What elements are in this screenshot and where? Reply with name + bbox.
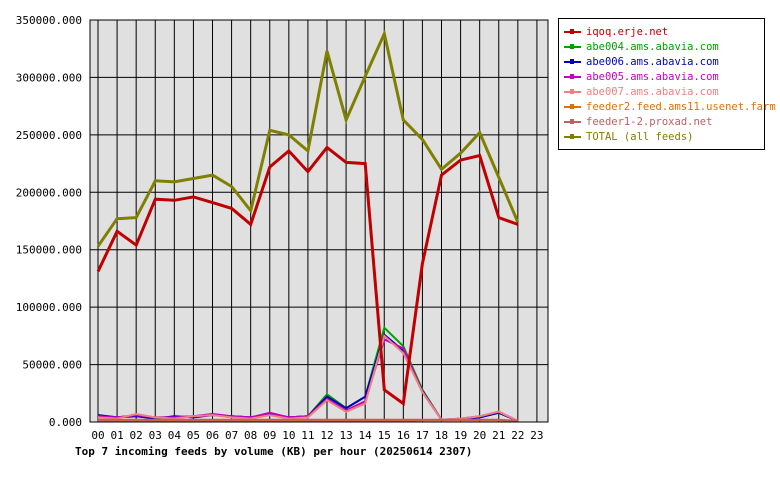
- y-tick-label: 200000.000: [16, 186, 82, 199]
- y-tick-label: 100000.000: [16, 301, 82, 314]
- series-line-feeder1-2-proxad-net: [98, 418, 518, 422]
- legend-label: abe005.ams.abavia.com: [586, 71, 719, 83]
- x-tick-label: 14: [359, 429, 373, 442]
- x-axis-tick-labels: 00 01 02 03 04 05 06 07 08 09 10 11 12 13 14 15 16 17 18 19…: [91, 429, 543, 442]
- y-tick-label: 250000.000: [16, 129, 82, 142]
- y-axis-tick-labels: 0.000 50000.000 100000.000 150000.000 200000…: [16, 14, 82, 429]
- x-tick-label: 08: [244, 429, 257, 442]
- x-tick-label: 07: [225, 429, 238, 442]
- legend-item: TOTAL (all feeds): [559, 130, 764, 145]
- plot-frame: [89, 19, 549, 423]
- chart-legend: iqoq.erje.net abe004.ams.abavia.com abe006…: [558, 18, 776, 150]
- legend-marker-icon: [570, 29, 574, 34]
- legend-label: iqoq.erje.net: [586, 26, 669, 38]
- legend-marker-icon: [570, 119, 574, 124]
- legend-item: feeder2.feed.ams11.usenet.farm: [559, 100, 776, 115]
- x-tick-label: 09: [263, 429, 276, 442]
- y-tick-label: 300000.000: [16, 71, 82, 84]
- legend-label: abe004.ams.abavia.com: [586, 41, 719, 53]
- y-tick-label: 0.000: [49, 416, 82, 429]
- x-tick-label: 00: [91, 429, 104, 442]
- x-tick-label: 04: [168, 429, 182, 442]
- legend-item: abe005.ams.abavia.com: [559, 70, 764, 85]
- x-tick-label: 18: [435, 429, 448, 442]
- x-tick-label: 12: [320, 429, 333, 442]
- y-tick-label: 350000.000: [16, 14, 82, 27]
- x-tick-label: 06: [206, 429, 219, 442]
- legend-label: feeder2.feed.ams11.usenet.farm: [586, 101, 776, 113]
- x-tick-label: 20: [473, 429, 486, 442]
- legend-marker-icon: [570, 59, 574, 64]
- x-tick-label: 23: [530, 429, 543, 442]
- legend-item: iqoq.erje.net: [559, 25, 764, 40]
- legend-marker-icon: [570, 74, 574, 79]
- series-line-total-all-feeds-: [96, 29, 520, 248]
- legend-label: feeder1-2.proxad.net: [586, 116, 713, 128]
- legend-item: feeder1-2.proxad.net: [559, 115, 764, 130]
- x-tick-label: 21: [492, 429, 505, 442]
- x-tick-label: 01: [110, 429, 123, 442]
- x-tick-label: 03: [149, 429, 162, 442]
- x-tick-label: 15: [378, 429, 391, 442]
- x-tick-label: 02: [130, 429, 143, 442]
- legend-label: TOTAL (all feeds): [586, 131, 694, 143]
- series-lines: [96, 29, 520, 422]
- legend-item: abe006.ams.abavia.com: [559, 55, 764, 70]
- series-line-iqoq-erje-net: [96, 145, 519, 407]
- legend-marker-icon: [570, 134, 574, 139]
- x-tick-label: 11: [301, 429, 314, 442]
- y-tick-label: 150000.000: [16, 244, 82, 257]
- legend-item: abe004.ams.abavia.com: [559, 40, 764, 55]
- legend-marker-icon: [570, 104, 574, 109]
- x-tick-label: 05: [187, 429, 200, 442]
- x-tick-label: 10: [282, 429, 295, 442]
- legend-item: abe007.ams.abavia.com: [559, 85, 764, 100]
- x-tick-label: 16: [397, 429, 410, 442]
- legend-label: abe006.ams.abavia.com: [586, 56, 719, 68]
- legend-marker-icon: [570, 89, 574, 94]
- x-tick-label: 13: [339, 429, 352, 442]
- chart-caption: Top 7 incoming feeds by volume (KB) per …: [75, 445, 473, 458]
- x-tick-label: 22: [511, 429, 524, 442]
- legend-label: abe007.ams.abavia.com: [586, 86, 719, 98]
- y-tick-label: 50000.000: [22, 359, 82, 372]
- legend-marker-icon: [570, 44, 574, 49]
- x-tick-label: 17: [416, 429, 429, 442]
- x-tick-label: 19: [454, 429, 467, 442]
